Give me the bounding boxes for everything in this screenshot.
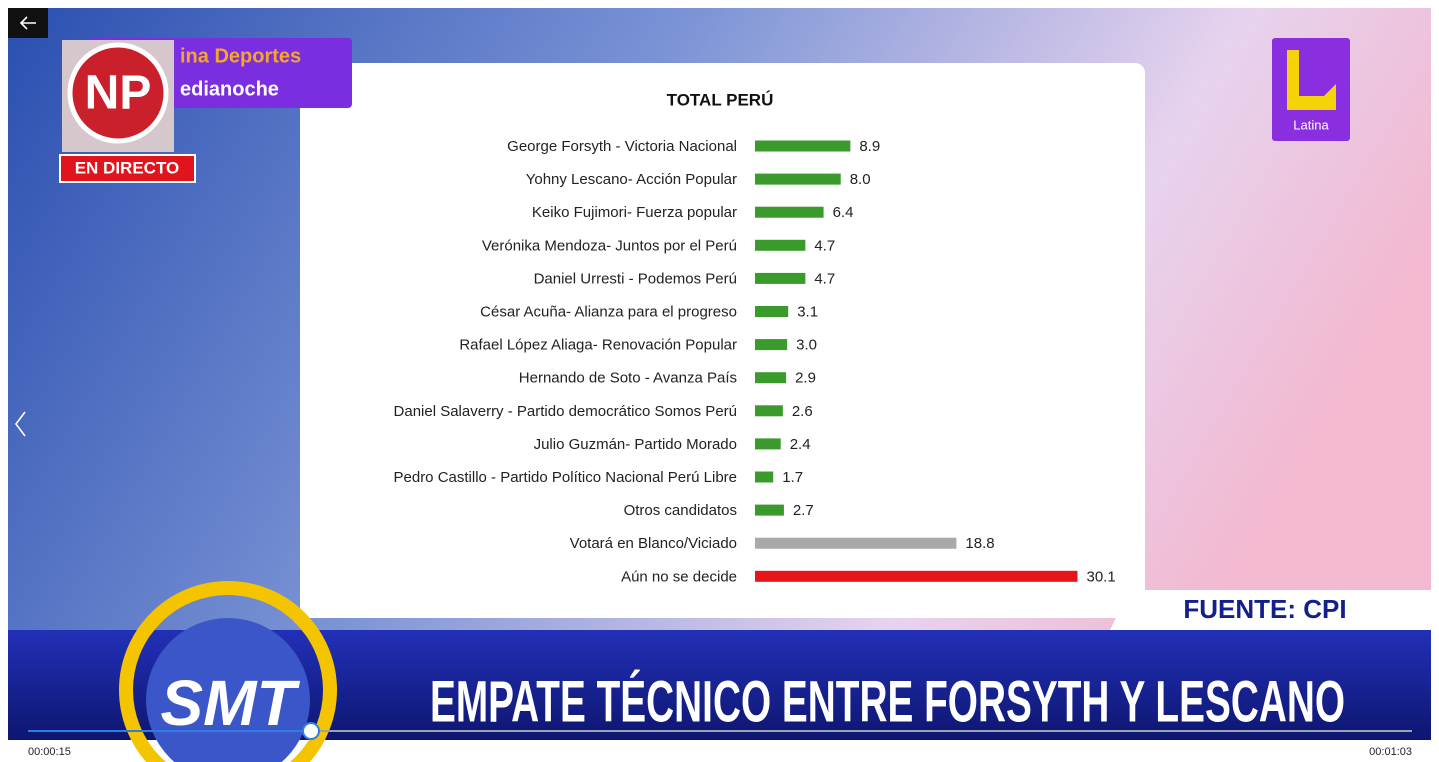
value-label: 18.8 xyxy=(965,535,994,552)
category-label: Hernando de Soto - Avanza País xyxy=(519,370,737,387)
bar xyxy=(755,339,787,350)
category-label: Daniel Salaverry - Partido democrático S… xyxy=(394,403,737,420)
category-label: Pedro Castillo - Partido Político Nacion… xyxy=(394,469,738,486)
progress-handle[interactable] xyxy=(303,723,319,739)
bar xyxy=(755,538,956,549)
channel-name: Latina xyxy=(1293,117,1329,132)
bar xyxy=(755,472,773,483)
live-text: EN DIRECTO xyxy=(75,158,180,177)
logo-text: NP xyxy=(85,67,152,120)
value-label: 2.7 xyxy=(793,502,814,519)
value-label: 2.6 xyxy=(792,403,813,420)
bar xyxy=(755,141,850,152)
value-label: 3.1 xyxy=(797,303,818,320)
category-label: Votará en Blanco/Viciado xyxy=(570,535,737,552)
value-label: 4.7 xyxy=(814,237,835,254)
category-label: Aún no se decide xyxy=(621,568,737,585)
bar xyxy=(755,240,805,251)
elapsed-time: 00:00:15 xyxy=(28,746,71,758)
bar xyxy=(755,207,824,218)
category-label: César Acuña- Alianza para el progreso xyxy=(480,303,737,320)
show-title: ina Deportes xyxy=(180,45,301,67)
duration: 00:01:03 xyxy=(1369,746,1412,758)
category-label: Julio Guzmán- Partido Morado xyxy=(534,436,737,453)
bar xyxy=(755,306,788,317)
video-player: TOTAL PERÚ George Forsyth - Victoria Nac… xyxy=(0,0,1439,762)
value-label: 8.0 xyxy=(850,171,871,188)
value-label: 8.9 xyxy=(859,138,880,155)
bar xyxy=(755,571,1078,582)
bar xyxy=(755,273,805,284)
bar xyxy=(755,505,784,516)
value-label: 30.1 xyxy=(1087,568,1116,585)
bar xyxy=(755,372,786,383)
value-label: 2.9 xyxy=(795,370,816,387)
show-subtitle: edianoche xyxy=(180,78,279,100)
category-label: George Forsyth - Victoria Nacional xyxy=(507,138,737,155)
category-label: Verónika Mendoza- Juntos por el Perú xyxy=(482,237,737,254)
chart-title: TOTAL PERÚ xyxy=(667,90,774,109)
category-label: Otros candidatos xyxy=(624,502,737,519)
bar xyxy=(755,405,783,416)
value-label: 3.0 xyxy=(796,337,817,354)
program-logo: SMT xyxy=(160,667,300,739)
category-label: Rafael López Aliaga- Renovación Popular xyxy=(459,337,737,354)
value-label: 4.7 xyxy=(814,270,835,287)
value-label: 2.4 xyxy=(790,436,811,453)
headline: EMPATE TÉCNICO ENTRE FORSYTH Y LESCANO xyxy=(430,669,1345,734)
category-label: Keiko Fujimori- Fuerza popular xyxy=(532,204,737,221)
source-text: FUENTE: CPI xyxy=(1183,594,1346,624)
category-label: Yohny Lescano- Acción Popular xyxy=(526,171,737,188)
value-label: 1.7 xyxy=(782,469,803,486)
bar xyxy=(755,438,781,449)
category-label: Daniel Urresti - Podemos Perú xyxy=(534,270,737,287)
value-label: 6.4 xyxy=(833,204,854,221)
bar xyxy=(755,174,841,185)
